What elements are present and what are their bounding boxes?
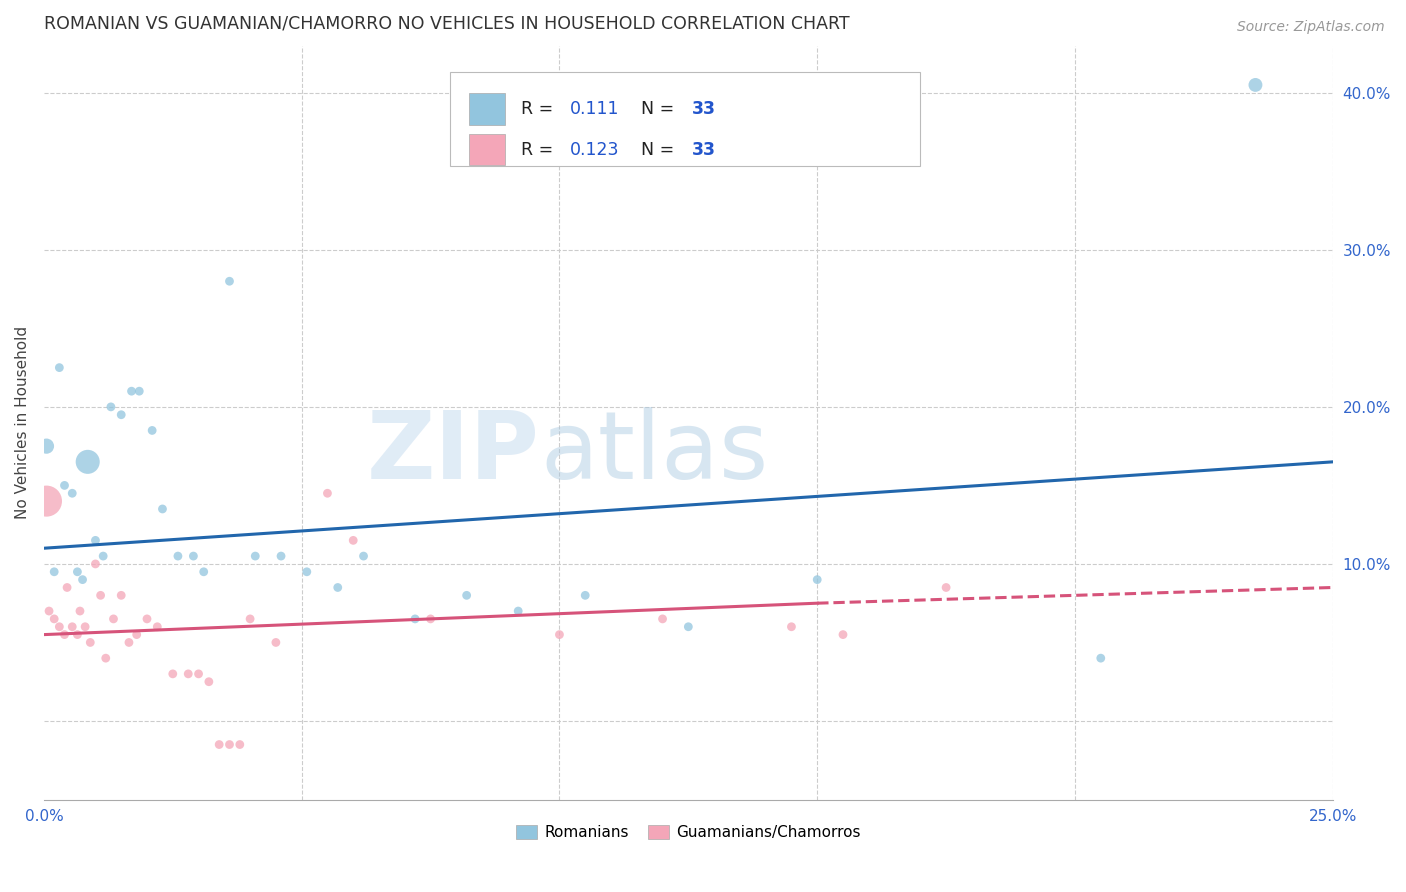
Point	[548, 627, 571, 641]
Y-axis label: No Vehicles in Household: No Vehicles in Household	[15, 326, 30, 519]
Point	[935, 581, 957, 595]
Point	[218, 738, 240, 752]
Text: ZIP: ZIP	[367, 407, 540, 499]
Point	[780, 620, 803, 634]
Point	[229, 738, 252, 752]
Point	[193, 565, 215, 579]
Point	[110, 408, 132, 422]
Point	[125, 627, 148, 641]
Point	[152, 502, 174, 516]
Point	[56, 581, 79, 595]
Point	[35, 439, 58, 453]
Point	[183, 549, 205, 563]
Bar	[470, 134, 505, 165]
Point	[60, 620, 83, 634]
Point	[103, 612, 125, 626]
Point	[141, 424, 163, 438]
Point	[832, 627, 855, 641]
Point	[60, 486, 83, 500]
Point	[239, 612, 262, 626]
Point	[110, 588, 132, 602]
Point	[75, 620, 97, 634]
Text: ROMANIAN VS GUAMANIAN/CHAMORRO NO VEHICLES IN HOUSEHOLD CORRELATION CHART: ROMANIAN VS GUAMANIAN/CHAMORRO NO VEHICL…	[44, 15, 849, 33]
Point	[118, 635, 141, 649]
Point	[419, 612, 441, 626]
Bar	[470, 93, 505, 125]
Point	[353, 549, 375, 563]
Point	[208, 738, 231, 752]
Point	[264, 635, 287, 649]
Point	[35, 494, 58, 508]
Point	[146, 620, 169, 634]
Point	[44, 565, 66, 579]
Legend: Romanians, Guamanians/Chamorros: Romanians, Guamanians/Chamorros	[509, 818, 868, 847]
Point	[48, 360, 70, 375]
Point	[342, 533, 364, 548]
Point	[90, 588, 112, 602]
Point	[218, 274, 240, 288]
FancyBboxPatch shape	[450, 72, 921, 166]
Point	[177, 666, 200, 681]
Text: R =: R =	[520, 100, 558, 118]
Text: R =: R =	[520, 141, 558, 159]
Point	[84, 557, 107, 571]
Point	[326, 581, 349, 595]
Point	[1244, 78, 1267, 92]
Point	[121, 384, 143, 399]
Point	[198, 674, 221, 689]
Text: 33: 33	[692, 141, 716, 159]
Point	[806, 573, 828, 587]
Point	[44, 612, 66, 626]
Text: atlas: atlas	[540, 407, 768, 499]
Point	[651, 612, 673, 626]
Point	[84, 533, 107, 548]
Point	[128, 384, 150, 399]
Point	[508, 604, 530, 618]
Point	[66, 627, 89, 641]
Text: N =: N =	[630, 141, 681, 159]
Point	[162, 666, 184, 681]
Point	[136, 612, 159, 626]
Point	[53, 627, 76, 641]
Point	[187, 666, 209, 681]
Point	[245, 549, 267, 563]
Point	[295, 565, 318, 579]
Text: N =: N =	[630, 100, 681, 118]
Point	[1090, 651, 1112, 665]
Point	[76, 455, 98, 469]
Text: Source: ZipAtlas.com: Source: ZipAtlas.com	[1237, 20, 1385, 34]
Point	[38, 604, 60, 618]
Point	[167, 549, 190, 563]
Point	[678, 620, 700, 634]
Point	[53, 478, 76, 492]
Point	[72, 573, 94, 587]
Point	[79, 635, 101, 649]
Text: 0.111: 0.111	[569, 100, 619, 118]
Text: 0.123: 0.123	[569, 141, 619, 159]
Point	[270, 549, 292, 563]
Point	[69, 604, 91, 618]
Point	[48, 620, 70, 634]
Point	[94, 651, 117, 665]
Point	[100, 400, 122, 414]
Point	[574, 588, 596, 602]
Point	[404, 612, 426, 626]
Point	[316, 486, 339, 500]
Text: 33: 33	[692, 100, 716, 118]
Point	[91, 549, 114, 563]
Point	[66, 565, 89, 579]
Point	[456, 588, 478, 602]
